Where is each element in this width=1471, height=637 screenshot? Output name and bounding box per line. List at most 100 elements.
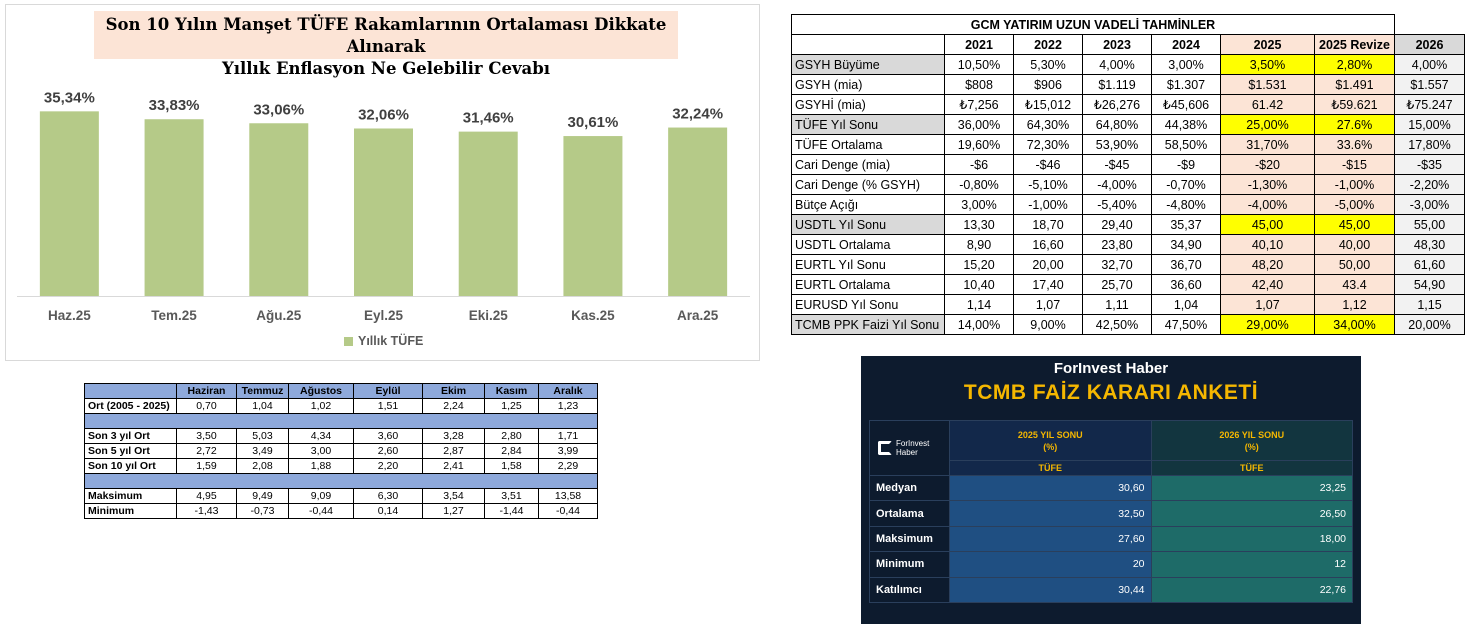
hist-header-cell: Ekim (422, 383, 485, 399)
gcm-cell: 4,00% (1082, 54, 1152, 75)
gcm-cell: 23,80 (1082, 234, 1152, 255)
bar-Ara.25 (668, 127, 728, 297)
gcm-year-header: 2026 (1394, 34, 1465, 55)
bar-data-label: 32,06% (358, 106, 409, 123)
gcm-cell: ₺45,606 (1151, 94, 1221, 115)
hist-header-cell: Kasım (484, 383, 539, 399)
hist-row: Maksimum 4,95 9,49 9,09 6,30 3,54 3,51 1… (84, 488, 598, 504)
gcm-cell: 64,80% (1082, 114, 1152, 135)
gcm-row: TÜFE Yıl Sonu 36,00% 64,30% 64,80% 44,38% 25,… (791, 114, 1465, 135)
gcm-cell: 15,20 (944, 254, 1014, 275)
gcm-cell: -4,00% (1082, 174, 1152, 195)
hist-row-label: Son 3 yıl Ort (84, 428, 177, 444)
hist-cell: 9,09 (288, 488, 354, 504)
x-tick-label: Ara.25 (677, 308, 719, 323)
gcm-row-label: TÜFE Yıl Sonu (791, 114, 945, 135)
hist-cell: 4,34 (288, 428, 354, 444)
gcm-row: EURTL Yıl Sonu 15,20 20,00 32,70 36,70 48,20 5… (791, 254, 1465, 275)
hist-row: Ort (2005 - 2025) 0,70 1,04 1,02 1,51 2,… (84, 398, 598, 414)
hist-cell: 2,08 (236, 458, 289, 474)
gcm-cell: 54,90 (1394, 274, 1465, 295)
hist-cell: 2,29 (538, 458, 598, 474)
hist-cell: 4,95 (176, 488, 237, 504)
gcm-cell: 10,40 (944, 274, 1014, 295)
hist-cell: 1,58 (484, 458, 539, 474)
gcm-row: GSYHİ (mia) ₺7,256 ₺15,012 ₺26,276 ₺45,606 61… (791, 94, 1465, 115)
gcm-row-label: USDTL Ortalama (791, 234, 945, 255)
bar-Eki.25 (458, 131, 518, 296)
gcm-year-header: 2021 (944, 34, 1014, 55)
hist-cell: -0,44 (538, 503, 598, 519)
bar-data-label: 30,61% (567, 114, 618, 131)
gcm-cell: 16,60 (1013, 234, 1083, 255)
hist-cell: 3,54 (422, 488, 485, 504)
hist-row: Minimum -1,43 -0,73 -0,44 0,14 1,27 -1,4… (84, 503, 598, 519)
gcm-row-label: EURTL Yıl Sonu (791, 254, 945, 275)
forinvest-title: TCMB FAİZ KARARI ANKETİ (963, 381, 1259, 404)
hist-header-corner (84, 383, 177, 399)
gcm-cell: 34,90 (1151, 234, 1221, 255)
gcm-cell: 55,00 (1394, 214, 1465, 235)
gcm-title-row: GCM YATIRIM UZUN VADELİ TAHMİNLER (791, 14, 1465, 35)
gcm-row-label: GSYH (mia) (791, 74, 945, 95)
gcm-cell: -0,70% (1151, 174, 1221, 195)
fi-value-2025: 30,44 (949, 576, 1152, 603)
chart-legend: Yıllık TÜFE (344, 334, 423, 348)
gcm-cell: -$20 (1220, 154, 1315, 175)
fi-value-2026: 12 (1150, 551, 1353, 578)
gcm-row-label: Bütçe Açığı (791, 194, 945, 215)
fi-value-2025: 20 (949, 551, 1152, 578)
hist-header-cell: Ağustos (288, 383, 354, 399)
fi-header-2025: 2025 YIL SONU (%) (949, 420, 1152, 461)
hist-cell: 2,84 (484, 443, 539, 459)
gcm-cell: 27.6% (1314, 114, 1395, 135)
gcm-cell: 61.42 (1220, 94, 1315, 115)
x-tick-label: Ağu.25 (256, 308, 302, 323)
gcm-cell: 25,00% (1220, 114, 1315, 135)
gcm-row: TCMB PPK Faizi Yıl Sonu 14,00% 9,00% 42,50%… (791, 314, 1465, 335)
fi-value-2026: 22,76 (1150, 576, 1353, 603)
gcm-cell: 20,00 (1013, 254, 1083, 275)
fi-row: Maksimum 27,60 18,00 (869, 525, 1353, 553)
gcm-row-label: USDTL Yıl Sonu (791, 214, 945, 235)
gcm-cell: 61,60 (1394, 254, 1465, 275)
fi-logo-cell: ForInvest Haber (869, 420, 950, 476)
gcm-cell: 40,10 (1220, 234, 1315, 255)
hist-row-label: Ort (2005 - 2025) (84, 398, 177, 414)
fi-header-row: ForInvest Haber 2025 YIL SONU (%) 2026 Y… (869, 420, 1353, 476)
gcm-table-title: GCM YATIRIM UZUN VADELİ TAHMİNLER (791, 14, 1395, 35)
gcm-cell: 3,00% (944, 194, 1014, 215)
fi-header-2025-line2: (%) (1043, 441, 1058, 452)
hist-cell: -0,73 (236, 503, 289, 519)
fi-row: Minimum 20 12 (869, 551, 1353, 578)
gcm-cell: 19,60% (944, 134, 1014, 155)
hist-header-cell: Haziran (176, 383, 237, 399)
gcm-cell: -$46 (1013, 154, 1083, 175)
gcm-cell: 1,14 (944, 294, 1014, 315)
gcm-cell: 4,00% (1394, 54, 1465, 75)
forinvest-brand: ForInvest Haber (1053, 360, 1169, 377)
gcm-cell: 45,00 (1220, 214, 1315, 235)
hist-cell: 3,50 (176, 428, 237, 444)
hist-cell: -1,44 (484, 503, 539, 519)
gcm-row-label: GSYHİ (mia) (791, 94, 945, 115)
gcm-row-label: Cari Denge (% GSYH) (791, 174, 945, 195)
forinvest-logo-text: ForInvest Haber (896, 439, 929, 457)
bar-data-label: 31,46% (463, 110, 514, 127)
x-tick-label: Tem.25 (151, 308, 197, 323)
gcm-cell: 2,80% (1314, 54, 1395, 75)
logo-line-2: Haber (896, 448, 918, 457)
gcm-cell: 36,70 (1151, 254, 1221, 275)
gcm-cell: -$45 (1082, 154, 1152, 175)
hist-separator (84, 413, 598, 429)
gcm-row-label: EURUSD Yıl Sonu (791, 294, 945, 315)
gcm-cell: $808 (944, 74, 1014, 95)
hist-cell: 3,51 (484, 488, 539, 504)
fi-row-label: Katılımcı (869, 576, 950, 603)
gcm-cell: 42,50% (1082, 314, 1152, 335)
fi-value-2025: 27,60 (949, 525, 1152, 553)
hist-row-label: Maksimum (84, 488, 177, 504)
hist-header-cell: Temmuz (236, 383, 289, 399)
bar-Tem.25 (144, 119, 204, 296)
gcm-cell: 1,15 (1394, 294, 1465, 315)
